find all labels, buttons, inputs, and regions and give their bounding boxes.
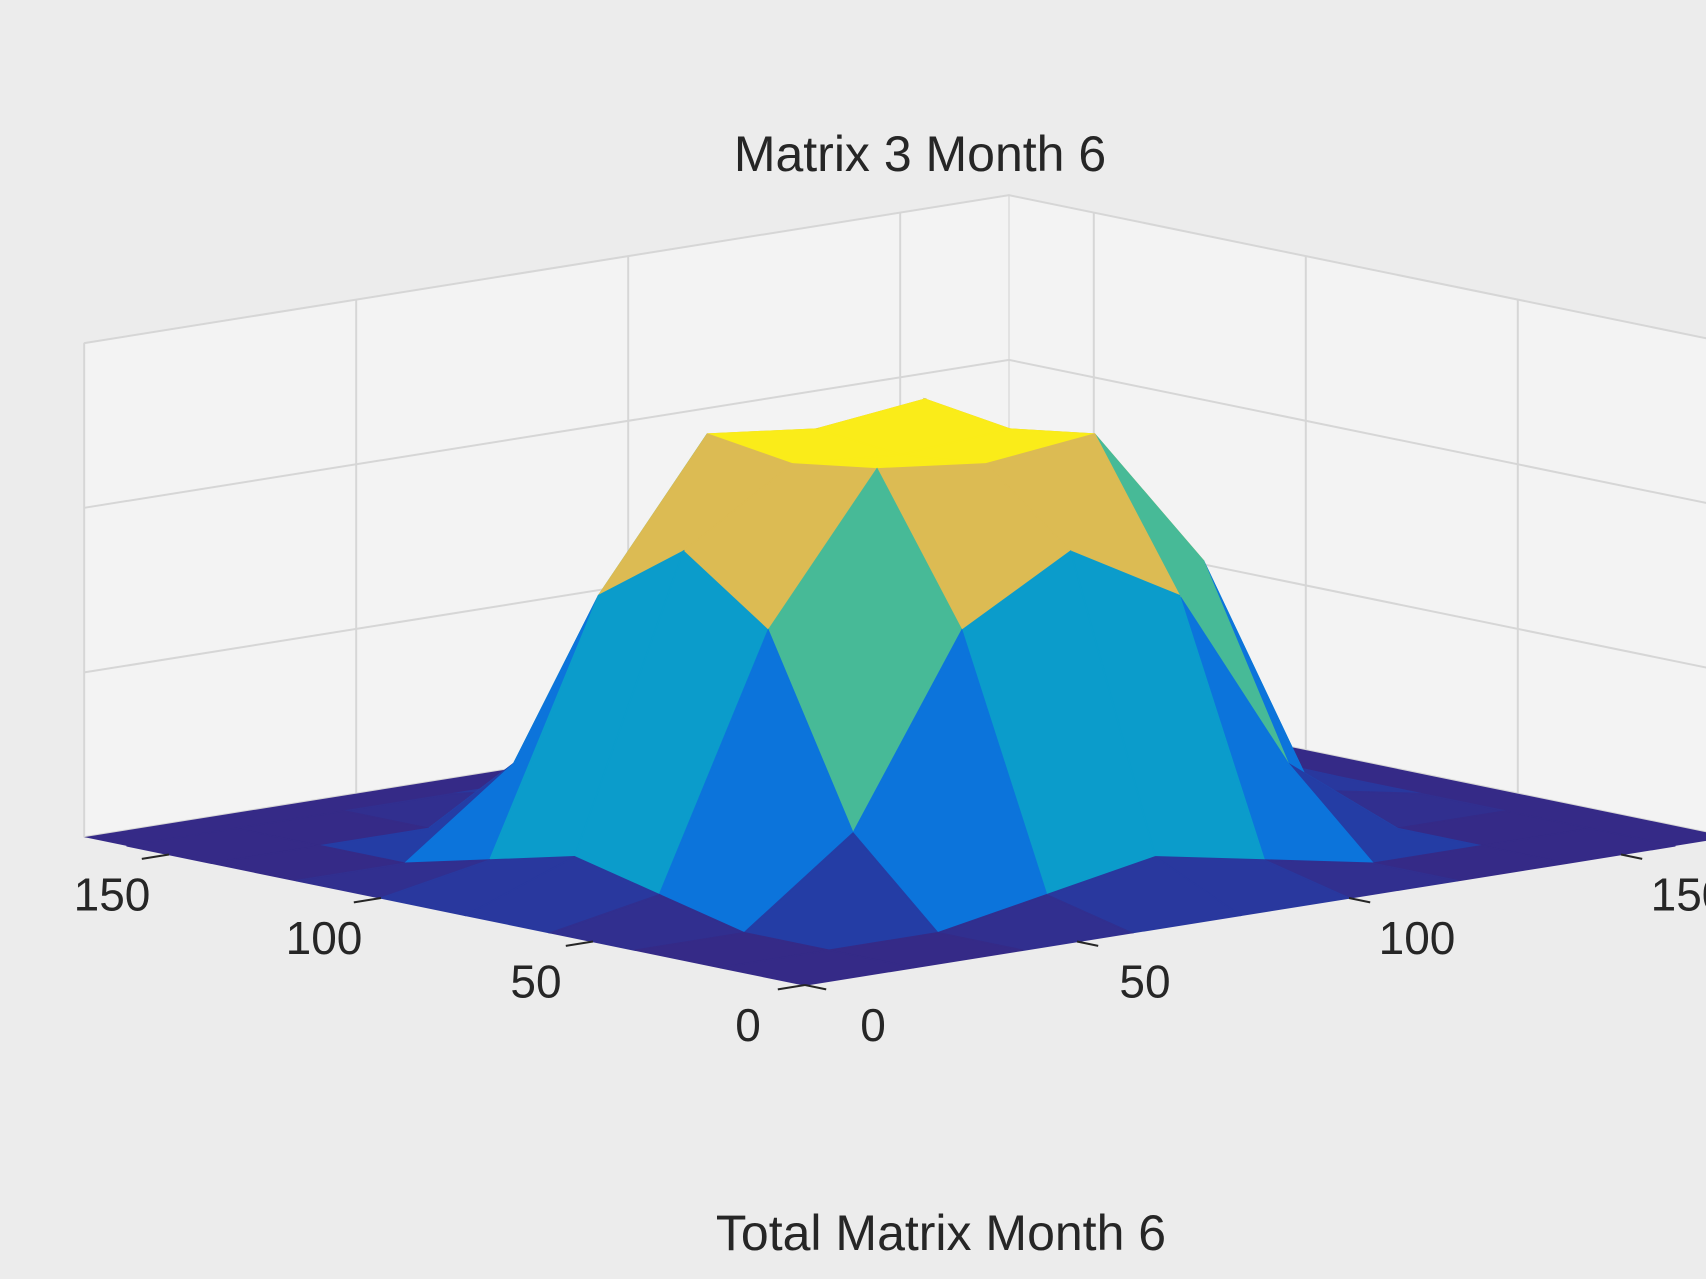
y-tick (777, 984, 806, 991)
x-tick (804, 984, 827, 991)
y-tick-label: 100 (286, 912, 363, 964)
axes: 0 50 100 150 0 50 100 150 (74, 853, 1706, 1051)
subplot-title: Total Matrix Month 6 (716, 1205, 1166, 1261)
y-tick-label: 150 (74, 869, 151, 921)
x-tick-label: 50 (1119, 956, 1170, 1008)
x-tick-label: 100 (1379, 912, 1456, 964)
x-tick (1076, 940, 1099, 947)
x-tick (1348, 897, 1371, 904)
y-tick (565, 940, 594, 947)
grid-line (84, 358, 1706, 509)
chart-title: Matrix 3 Month 6 (734, 126, 1106, 182)
surface-cell (720, 949, 914, 986)
x-tick-label: 150 (1651, 869, 1706, 921)
grid-line (84, 194, 1706, 345)
surface (84, 397, 1706, 986)
y-tick (353, 897, 382, 904)
y-tick-label: 50 (510, 956, 561, 1008)
y-tick-label: 0 (735, 999, 761, 1051)
x-tick-label: 0 (860, 999, 886, 1051)
x-tick (1620, 853, 1643, 860)
y-tick (141, 853, 170, 860)
